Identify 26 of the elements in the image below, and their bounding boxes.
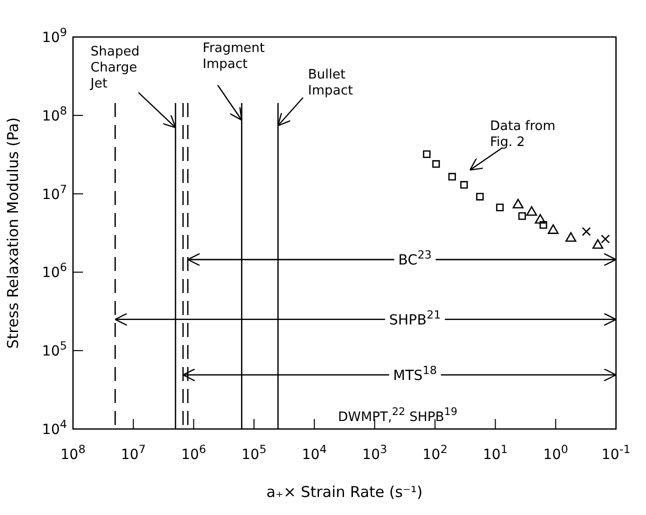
series-label: MTS$^{18}$ [393,363,437,384]
y-tick-label: 10$^{4}$ [42,418,67,438]
y-tick-label: 10$^{9}$ [42,26,67,46]
y-tick-label: 10$^{5}$ [42,339,67,360]
annotation: Shaped Charge Jet [90,44,140,92]
annotation: Bullet Impact [308,68,353,99]
y-tick-label: 10$^{8}$ [42,104,67,124]
x-tick-label: 10$^{4}$ [302,442,327,463]
x-tick-label: 10$^{2}$ [422,442,448,463]
x-tick-label: 10$^{1}$ [482,442,508,463]
x-tick-label: 10$^{0}$ [543,442,568,463]
x-tick-label: 10$^{7}$ [120,442,146,463]
annotation: Data from Fig. 2 [490,119,556,150]
x-tick-label: 10$^{6}$ [181,442,206,463]
x-tick-label: 10$^{5}$ [242,442,266,463]
y-tick-label: 10$^{6}$ [42,260,67,282]
series-label: SHPB$^{21}$ [389,308,441,328]
annotation: Fragment Impact [202,41,265,72]
x-tick-label: 10$^{-1}$ [602,442,630,463]
x-tick-label: 10$^{3}$ [362,442,388,463]
y-axis-title: Stress Relaxation Modulus (Pa) [4,117,22,349]
annotation: DWMPT,$^{22}$ SHPB$^{19}$ [338,406,458,425]
x-axis-title: a₊× Strain Rate (s⁻¹) [266,483,423,501]
x-tick-label: 10$^{8}$ [60,442,86,463]
series-label: BC$^{23}$ [398,248,432,269]
y-tick-label: 10$^{7}$ [42,182,67,203]
